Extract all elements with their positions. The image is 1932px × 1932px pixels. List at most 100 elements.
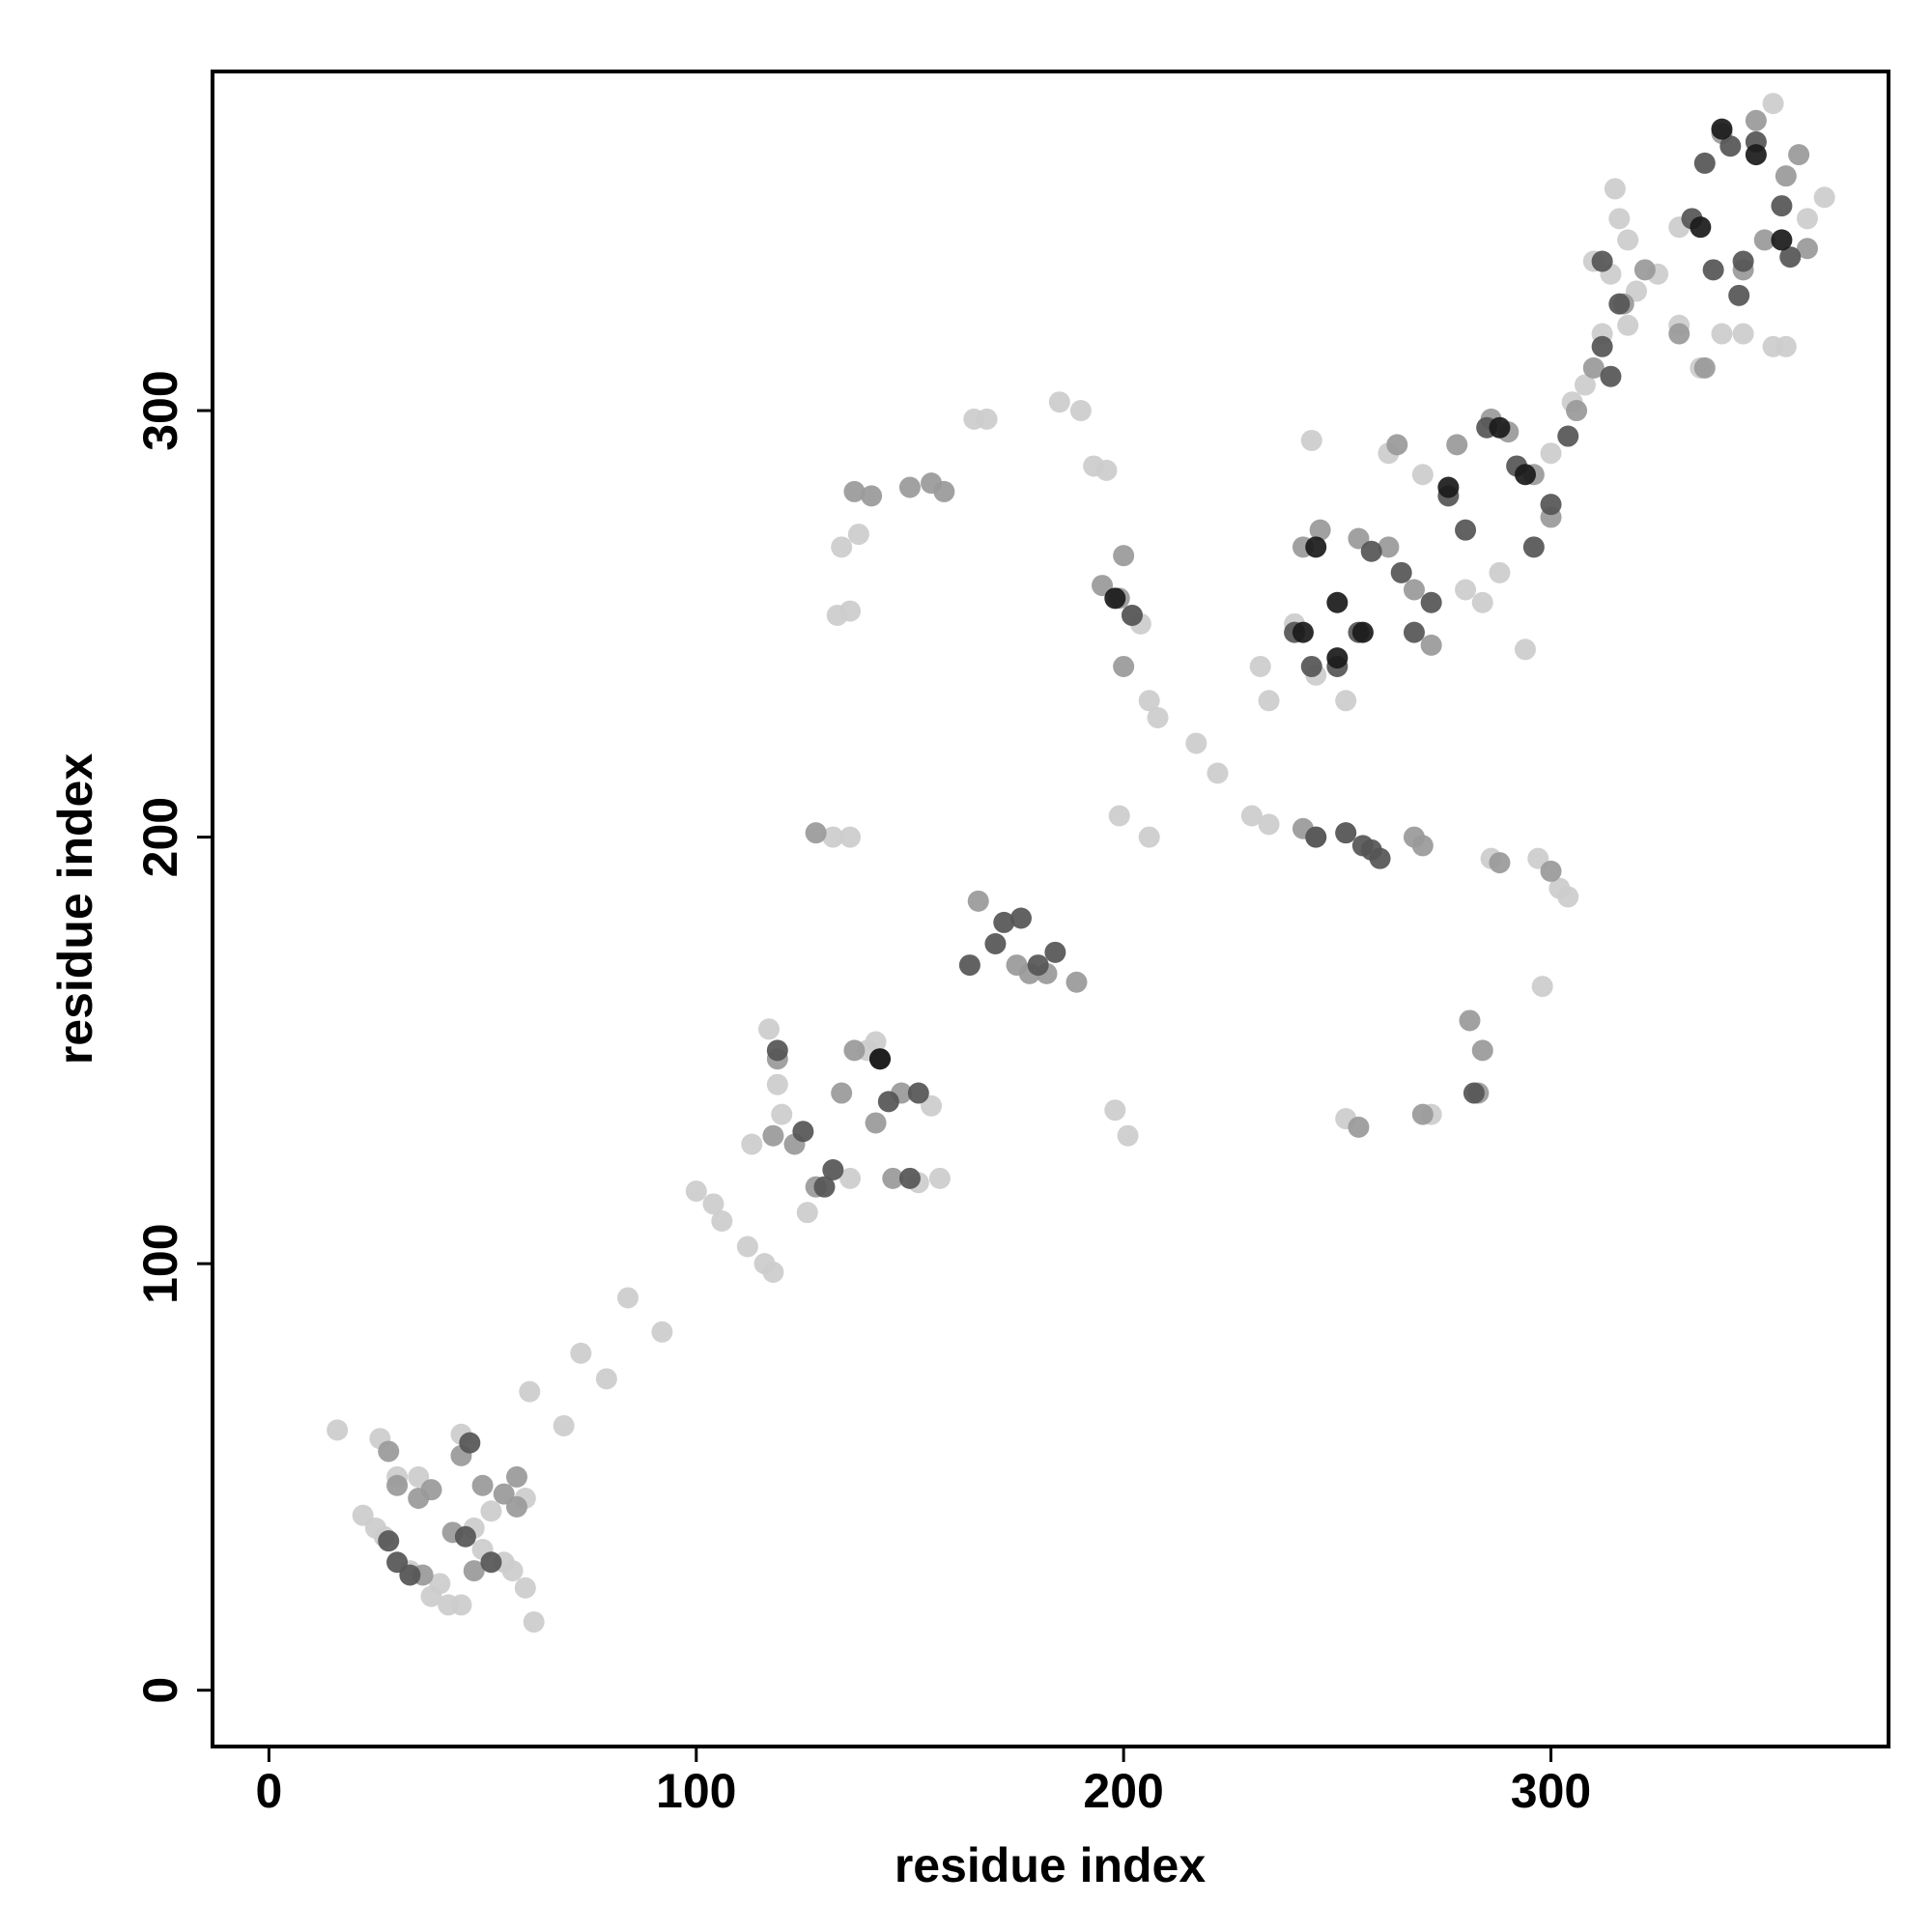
point	[480, 1500, 502, 1522]
point	[1411, 835, 1434, 857]
point	[1617, 314, 1639, 336]
point	[685, 1180, 707, 1203]
point	[1300, 429, 1322, 451]
point	[1463, 1082, 1485, 1104]
point	[570, 1342, 592, 1364]
point	[1514, 639, 1536, 661]
y-tick-label: 0	[133, 1677, 187, 1704]
point	[1258, 813, 1280, 836]
point	[736, 1236, 758, 1258]
point	[1305, 826, 1327, 848]
point	[480, 1551, 502, 1574]
y-tick-label: 300	[133, 370, 187, 450]
point	[1779, 246, 1802, 269]
point	[1240, 805, 1263, 827]
point	[378, 1440, 400, 1463]
point	[1147, 706, 1169, 728]
point	[1693, 152, 1716, 174]
point	[928, 1167, 951, 1189]
point	[420, 1585, 442, 1607]
y-tick-label: 200	[133, 797, 187, 877]
point	[651, 1321, 673, 1343]
x-tick-label: 200	[1083, 1764, 1163, 1818]
point	[839, 1167, 862, 1189]
point	[1522, 536, 1545, 558]
y-axis-label: residue index	[48, 753, 102, 1065]
point	[993, 911, 1015, 933]
point	[1411, 464, 1434, 486]
point	[757, 1018, 780, 1040]
point	[1104, 587, 1126, 610]
point	[831, 536, 853, 558]
point	[1420, 634, 1442, 656]
point	[1796, 208, 1818, 230]
point	[1540, 494, 1562, 516]
point	[1719, 135, 1742, 157]
point	[1113, 655, 1135, 677]
point	[1489, 561, 1511, 583]
point	[1207, 762, 1229, 784]
point	[1540, 442, 1562, 465]
point	[553, 1414, 575, 1436]
point	[1121, 604, 1143, 626]
point	[1557, 886, 1579, 908]
point	[1728, 284, 1750, 306]
point	[741, 1133, 763, 1155]
point	[1471, 591, 1493, 613]
point	[327, 1419, 349, 1441]
point	[514, 1577, 536, 1599]
point	[1437, 476, 1460, 498]
point	[1557, 425, 1579, 447]
point	[1138, 690, 1160, 712]
point	[1335, 822, 1357, 844]
point	[1069, 400, 1092, 422]
point	[1788, 144, 1810, 166]
point	[958, 954, 980, 977]
point	[1813, 186, 1835, 209]
point	[1108, 805, 1130, 827]
point	[762, 1261, 784, 1283]
y-tick-label: 100	[133, 1223, 187, 1303]
point	[877, 1091, 899, 1113]
point	[843, 1039, 866, 1062]
point	[1455, 579, 1477, 601]
point	[595, 1368, 617, 1390]
point	[771, 1103, 793, 1125]
point	[420, 1479, 442, 1501]
point	[1420, 591, 1442, 613]
point	[1351, 621, 1374, 643]
point	[1117, 1124, 1139, 1147]
point	[1634, 259, 1656, 281]
point	[1771, 195, 1793, 217]
point	[762, 1124, 784, 1147]
point	[868, 1048, 891, 1070]
point	[898, 476, 921, 498]
point	[792, 1121, 814, 1143]
point	[702, 1193, 724, 1215]
point	[471, 1474, 494, 1496]
point	[454, 1525, 476, 1548]
point	[1258, 690, 1280, 712]
point	[378, 1530, 400, 1552]
point	[1582, 356, 1605, 379]
point	[984, 932, 1007, 954]
point	[1459, 1009, 1481, 1032]
point	[386, 1551, 409, 1574]
point	[1693, 356, 1716, 379]
point	[1309, 519, 1331, 541]
point	[766, 1039, 788, 1062]
point	[463, 1560, 485, 1582]
point	[1762, 93, 1784, 115]
point	[822, 1159, 844, 1181]
point	[1378, 536, 1400, 558]
point	[459, 1432, 481, 1454]
point	[1514, 464, 1536, 486]
point	[898, 1167, 921, 1189]
point	[519, 1380, 541, 1403]
point	[976, 408, 998, 430]
point	[1775, 335, 1797, 357]
point	[450, 1594, 472, 1616]
point	[1411, 1103, 1434, 1125]
point	[847, 524, 869, 546]
